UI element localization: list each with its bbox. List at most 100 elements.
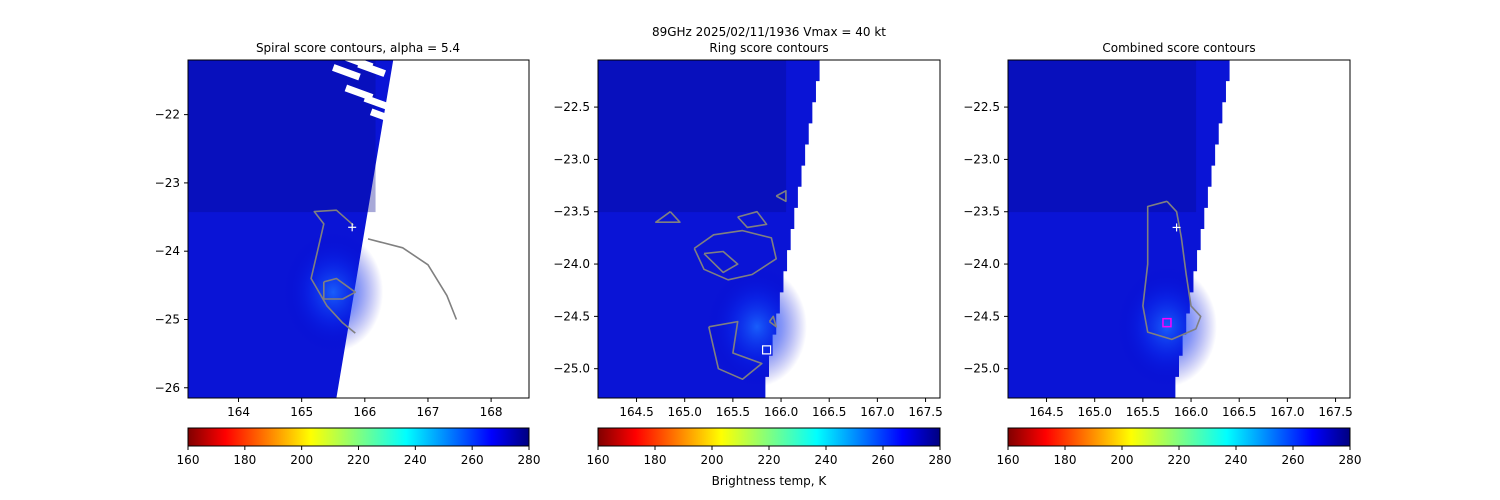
warm-patch [706,266,807,387]
colorbar-tick-label: 220 [758,453,781,467]
contour-line [703,250,739,274]
x-tick-label: 166 [353,405,376,419]
warm-patch [283,232,384,353]
y-tick-label: −25.0 [963,362,1000,376]
y-ticks-ring: −22.5 −23.0 −23.5 −24.0 −24.5 −25.0 [553,100,598,376]
y-tick-label: −22.5 [553,100,590,114]
cold-region [1008,60,1197,213]
colorbar-tick-label: 200 [290,453,313,467]
colorbar-tick-label: 260 [461,453,484,467]
y-tick-label: −24.0 [963,257,1000,271]
x-tick-label: 165.5 [716,405,750,419]
panel-title-combined: Combined score contours [1102,41,1255,55]
colorbar-tick-label: 220 [347,453,370,467]
colorbar-tick-label: 240 [815,453,838,467]
x-ticks-combined: 164.5 165.0 165.5 166.0 166.5 167.0 167.5 [1029,398,1353,419]
y-tick-label: −23.5 [553,205,590,219]
x-ticks-ring: 164.5 165.0 165.5 166.0 166.5 167.0 167.5 [619,398,943,419]
y-tick-label: −24 [155,244,180,258]
axes-frame [597,59,941,399]
y-ticks-spiral: −22 −23 −24 −25 −26 [155,108,188,395]
colorbar-tick-label: 160 [177,453,200,467]
y-tick-label: −22.5 [963,100,1000,114]
swath-gap [369,108,399,125]
colorbar-combined: 160 180 200 220 240 260 280 [997,427,1362,467]
colorbar-tick-label: 180 [1054,453,1077,467]
x-tick-label: 167.5 [908,405,942,419]
plot-area-spiral [187,59,530,399]
contour-line [310,209,356,334]
colorbar-tick-label: 260 [872,453,895,467]
colorbar-tick-label: 160 [587,453,610,467]
y-tick-label: −23.0 [553,152,590,166]
plot-area-combined [1007,59,1351,399]
colorbar-tick-label: 260 [1282,453,1305,467]
y-tick-label: −23.5 [963,205,1000,219]
colorbar-ring: 160 180 200 220 240 260 280 [587,427,952,467]
contour-line [1142,200,1202,341]
panel-ring: Ring score contours 164.5 165.0 165.5 166.0… [553,41,951,488]
x-tick-label: 166.5 [1222,405,1256,419]
colorbar-tick-label: 200 [701,453,724,467]
swath-gap [363,94,393,112]
x-tick-label: 165 [290,405,313,419]
colorbar-tick-label: 180 [233,453,256,467]
colorbar-tick-label: 160 [997,453,1020,467]
plot-area-ring [597,59,941,399]
y-tick-label: −24.5 [963,309,1000,323]
panel-combined: Combined score contours 164.5 165.0 165.5 1… [963,41,1361,467]
y-tick-label: −23 [155,176,180,190]
swath-gap [332,64,361,81]
panel-title-ring: Ring score contours [709,41,828,55]
contour-line [768,315,777,328]
x-tick-label: 168 [480,405,503,419]
x-tick-label: 167 [417,405,440,419]
contour-line [655,211,681,223]
colorbar-tick-label: 280 [929,453,952,467]
y-tick-label: −24.0 [553,257,590,271]
colorbar-tick-label: 280 [518,453,541,467]
cold-region [598,60,787,213]
x-tick-label: 167.0 [1270,405,1304,419]
axes-frame [1007,59,1351,399]
y-ticks-combined: −22.5 −23.0 −23.5 −24.0 −24.5 −25.0 [963,100,1008,376]
center-marker [348,223,357,232]
colorbar-tick-label: 280 [1339,453,1362,467]
y-tick-label: −25 [155,312,180,326]
center-marker [1172,223,1181,232]
colorbar-spiral: 160 180 200 220 240 260 280 [177,427,541,467]
x-tick-label: 167.5 [1318,405,1352,419]
contour-line [693,229,777,281]
colorbar-label: Brightness temp, K [712,474,828,488]
combined-max-marker [1162,317,1172,328]
y-tick-label: −24.5 [553,309,590,323]
x-tick-label: 166.0 [764,405,798,419]
y-tick-label: −26 [155,381,180,395]
contour-line [775,190,787,203]
figure-suptitle: 89GHz 2025/02/11/1936 Vmax = 40 kt [652,25,886,39]
colorbar-tick-label: 240 [1225,453,1248,467]
x-tick-label: 167.0 [860,405,894,419]
panel-title-spiral: Spiral score contours, alpha = 5.4 [256,41,460,55]
x-tick-label: 165.0 [1078,405,1112,419]
center-marker [761,345,772,355]
x-tick-label: 166.0 [1174,405,1208,419]
contour-line [323,277,357,300]
x-ticks-spiral: 164 165 166 167 168 [227,398,503,419]
x-tick-label: 166.5 [812,405,846,419]
colorbar-gradient [597,427,941,447]
colorbar-tick-label: 200 [1111,453,1134,467]
x-tick-label: 165.5 [1126,405,1160,419]
swath-gap [357,60,386,77]
x-tick-label: 164.5 [619,405,653,419]
cold-region [188,60,376,213]
panel-spiral: Spiral score contours, alpha = 5.4 164 16… [155,41,541,467]
contour-line [367,238,458,320]
y-tick-label: −22 [155,108,180,122]
colorbar-gradient [1007,427,1351,447]
colorbar-tick-label: 220 [1168,453,1191,467]
colorbar-gradient [187,427,530,447]
x-tick-label: 164 [227,405,250,419]
y-tick-label: −23.0 [963,152,1000,166]
